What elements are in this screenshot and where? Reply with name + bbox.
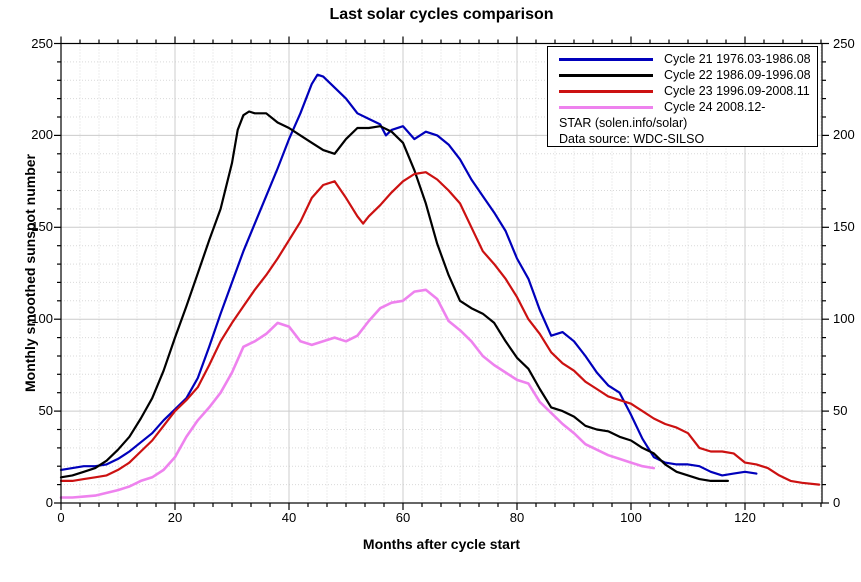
legend-line-sample-cycle-22 xyxy=(559,73,653,77)
x-axis-label: Months after cycle start xyxy=(362,536,521,552)
y-tick-label-right: 100 xyxy=(833,311,855,327)
series-cycle-23-line xyxy=(59,171,821,486)
legend-label: Cycle 24 2008.12- xyxy=(664,100,766,114)
legend-note-0: STAR (solen.info/solar) xyxy=(559,116,688,130)
x-tick-label: 20 xyxy=(167,510,183,525)
y-tick-label-left: 250 xyxy=(31,35,53,51)
y-tick-label-right: 0 xyxy=(833,495,841,510)
y-tick-label-right: 150 xyxy=(833,219,855,235)
x-tick-label: 120 xyxy=(734,510,756,525)
series-cycle-22-line xyxy=(59,110,730,482)
y-tick-label-right: 50 xyxy=(833,403,848,419)
x-tick-label: 100 xyxy=(620,510,642,525)
x-tick-label: 40 xyxy=(281,510,297,525)
legend-item-cycle-21: Cycle 21 1976.03-1986.08 xyxy=(548,51,817,67)
x-tick-label: 0 xyxy=(57,510,65,525)
legend-label: Cycle 22 1986.09-1996.08 xyxy=(664,68,811,82)
y-tick-label-left: 150 xyxy=(31,219,53,235)
legend-line-sample-cycle-21 xyxy=(559,57,653,61)
legend-item-cycle-23: Cycle 23 1996.09-2008.11 xyxy=(548,83,817,99)
y-tick-label-left: 0 xyxy=(45,495,53,510)
y-tick-label-right: 200 xyxy=(833,127,855,143)
legend-label: Cycle 23 1996.09-2008.11 xyxy=(664,84,810,98)
legend-item-cycle-24: Cycle 24 2008.12- xyxy=(548,99,817,115)
y-tick-label-left: 100 xyxy=(31,311,53,327)
series-cycle-24-line xyxy=(59,288,656,499)
legend-line-sample-cycle-24 xyxy=(559,105,653,109)
legend-line-sample-cycle-23 xyxy=(559,89,653,93)
chart-title: Last solar cycles comparison xyxy=(329,6,554,23)
y-tick-label-left: 50 xyxy=(38,403,53,419)
legend-box: Cycle 21 1976.03-1986.08 Cycle 22 1986.0… xyxy=(547,46,818,147)
y-axis-label: Monthly smoothed sunspot number xyxy=(22,154,38,392)
legend-note-1: Data source: WDC-SILSO xyxy=(559,132,705,146)
x-tick-label: 60 xyxy=(395,510,411,525)
legend-item-cycle-22: Cycle 22 1986.09-1996.08 xyxy=(548,67,817,83)
y-tick-label-left: 200 xyxy=(31,127,53,143)
legend-label: Cycle 21 1976.03-1986.08 xyxy=(664,52,811,66)
x-tick-label: 80 xyxy=(509,510,525,525)
series-cycle-21-line xyxy=(59,73,758,477)
y-tick-label-right: 250 xyxy=(833,35,855,51)
